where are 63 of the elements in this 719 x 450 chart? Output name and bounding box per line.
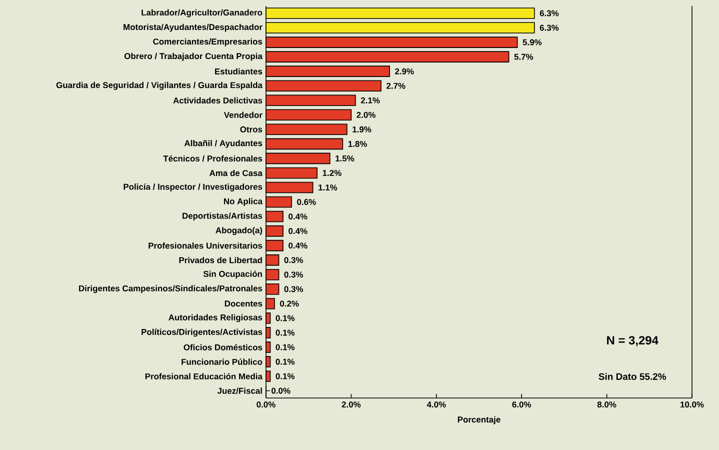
- y-tick-label: Ama de Casa: [209, 170, 263, 176]
- annotation: Sin Dato 55.2%: [598, 372, 666, 380]
- y-tick-label: Docentes: [224, 300, 262, 307]
- y-tick-label: Profesionales Universitarios: [148, 242, 262, 249]
- data-label: 5.9%: [522, 39, 542, 46]
- data-label: 2.0%: [356, 112, 376, 118]
- data-label: 1.8%: [348, 140, 367, 147]
- y-tick-label: Policía / Inspector / Investigadores: [124, 183, 262, 192]
- annotation: N = 3,294: [607, 336, 658, 346]
- y-tick-label: Motorista/Ayudantes/Despachador: [124, 24, 262, 32]
- y-tick-label: Labrador/Agricultor/Ganadero: [142, 9, 262, 18]
- y-tick-label: Dirigentes Campesinos/Sindicales/Patronales: [79, 285, 262, 294]
- data-label: 5.7%: [514, 54, 534, 60]
- data-label: 0.2%: [280, 300, 299, 307]
- y-tick-label: Sin Ocupación: [203, 270, 262, 279]
- x-tick-label: 0.0%: [256, 402, 276, 408]
- y-tick-label: Privados de Libertad: [179, 256, 262, 264]
- data-label: 0.1%: [276, 344, 295, 350]
- data-label: 0.1%: [276, 315, 295, 322]
- y-tick-label: Técnicos / Profesionales: [163, 155, 262, 162]
- data-label: 0.0%: [272, 388, 290, 394]
- data-label: 0.3%: [284, 286, 304, 292]
- data-label: 2.1%: [360, 97, 380, 104]
- y-tick-label: Guardia de Seguridad / Vigilantes / Guarda Espalda: [56, 82, 263, 90]
- y-tick-label: Otros: [240, 126, 262, 132]
- y-tick-label: Autoridades Religiosas: [168, 314, 262, 322]
- y-tick-label: Estudiantes: [215, 68, 262, 74]
- data-label: 0.1%: [276, 330, 295, 336]
- y-tick-label: Deportistas/Artistas: [182, 212, 262, 220]
- data-label: 0.1%: [276, 373, 295, 380]
- data-label: 0.4%: [288, 228, 308, 234]
- data-label: 0.4%: [288, 242, 308, 249]
- data-label: 2.9%: [395, 68, 414, 74]
- data-label: 6.3%: [540, 10, 559, 16]
- data-label: 1.1%: [318, 184, 338, 190]
- data-label: 0.3%: [284, 272, 304, 278]
- data-label: 1.5%: [336, 155, 354, 162]
- y-tick-label: Obrero / Trabajador Cuenta Propia: [124, 52, 263, 61]
- x-tick-label: 4.0%: [426, 402, 446, 408]
- x-tick-label: 6.0%: [512, 402, 532, 408]
- data-label: 1.2%: [322, 170, 342, 176]
- data-label: 2.7%: [386, 82, 406, 89]
- y-tick-label: Comerciantes/Empresarios: [153, 38, 262, 46]
- y-tick-label: Profesional Educación Media: [145, 373, 263, 380]
- data-label: 0.1%: [276, 358, 295, 365]
- data-label: 1.9%: [352, 126, 372, 132]
- data-label: 0.4%: [288, 214, 308, 220]
- y-tick-label: Vendedor: [224, 112, 262, 118]
- x-tick-label: 2.0%: [342, 402, 361, 408]
- y-tick-label: Políticos/Dirigentes/Activistas: [142, 328, 262, 337]
- y-tick-label: Funcionario Público: [182, 358, 262, 365]
- y-tick-label: Albañil / Ayudantes: [184, 140, 262, 148]
- y-tick-label: Oficios Domésticos: [184, 344, 262, 350]
- x-tick-label: 8.0%: [597, 402, 616, 408]
- data-label: 0.6%: [297, 199, 316, 205]
- x-axis-title: Porcentaje: [458, 416, 500, 424]
- y-tick-label: Abogado(a): [216, 227, 262, 236]
- y-tick-label: Actividades Delictivas: [173, 97, 262, 104]
- y-tick-label: Juez/Fiscal: [217, 388, 262, 394]
- x-tick-label: 10.0%: [680, 402, 704, 408]
- y-tick-label: No Aplica: [224, 198, 263, 206]
- data-label: 0.3%: [284, 257, 304, 264]
- data-label: 6.3%: [540, 24, 559, 31]
